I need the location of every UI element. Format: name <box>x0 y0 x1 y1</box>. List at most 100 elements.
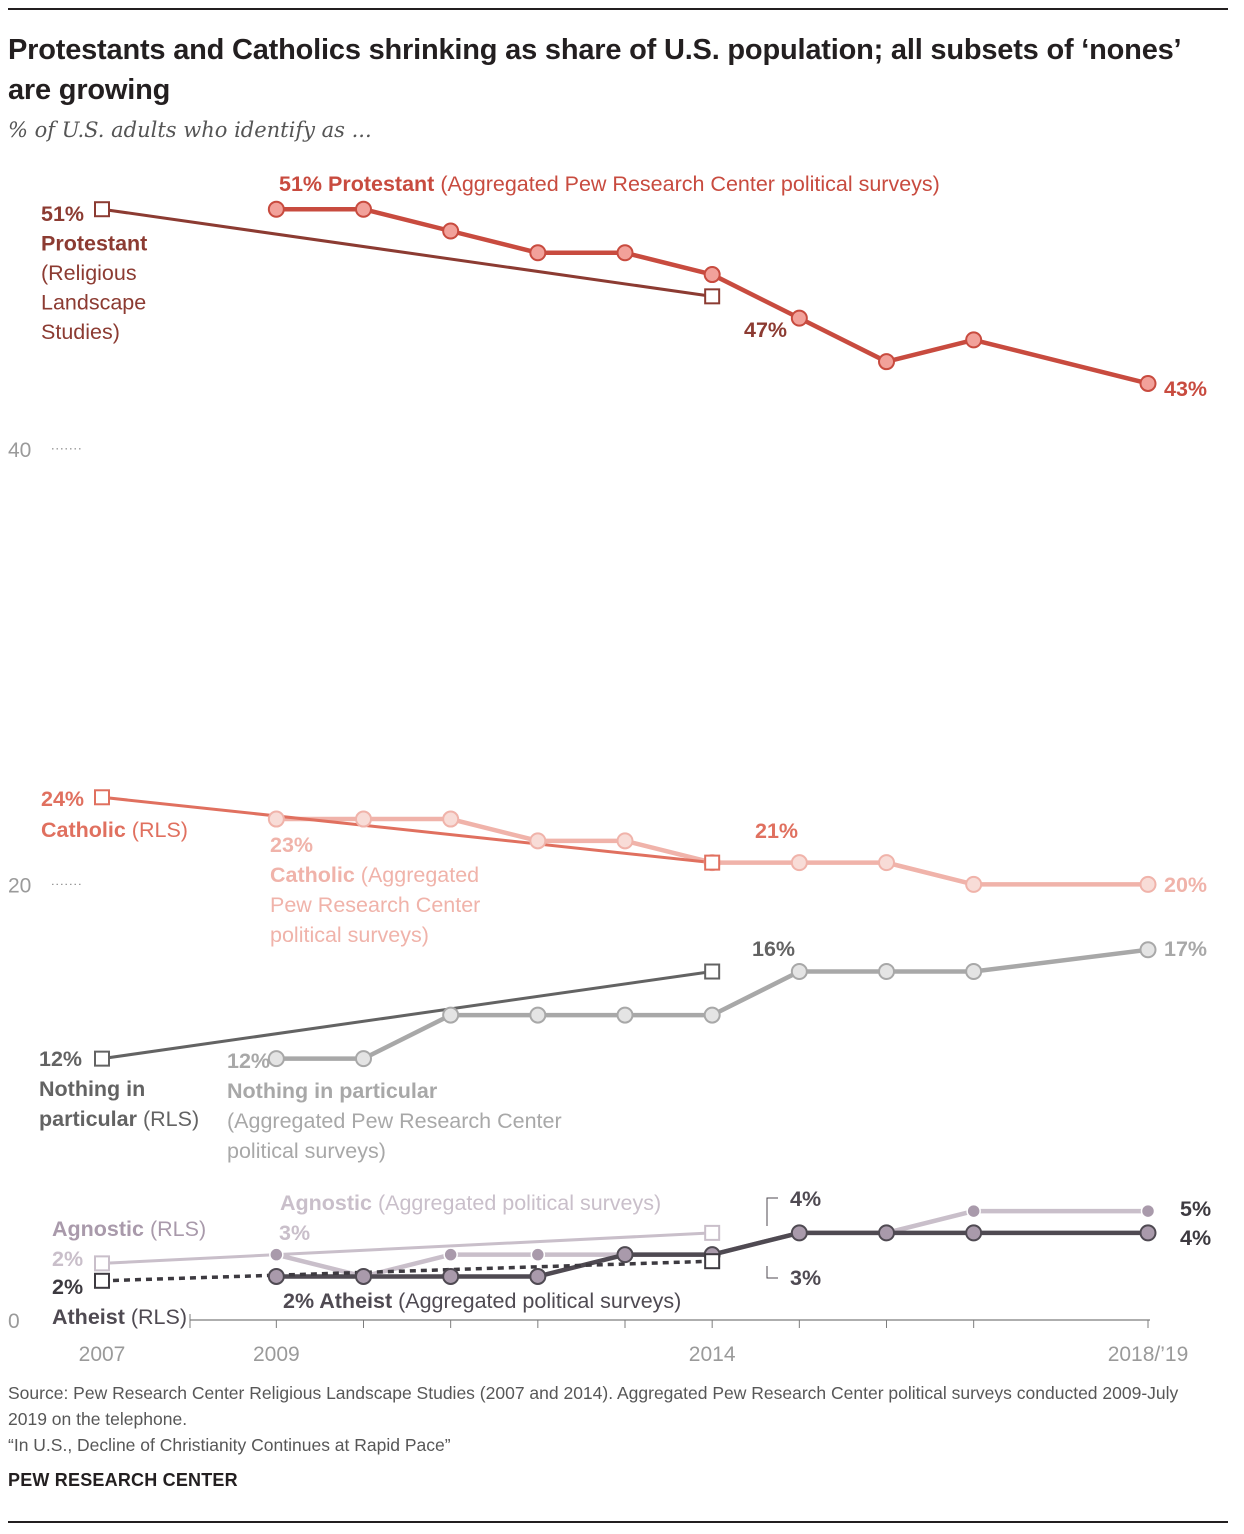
annotation-segment: political surveys) <box>270 923 429 947</box>
annotation-segment: Atheist <box>52 1305 125 1329</box>
x-tick-label: 2014 <box>689 1343 736 1366</box>
data-point-protestant_agg <box>616 244 634 262</box>
chart-footer: Source: Pew Research Center Religious La… <box>8 1380 1208 1458</box>
data-point-protestant_agg <box>703 266 721 284</box>
data-point-nothing_agg <box>703 1006 721 1024</box>
data-point-nothing_rls <box>704 963 721 980</box>
data-point-protestant_agg <box>790 309 808 327</box>
annotation-segment: 2% Atheist <box>283 1289 392 1313</box>
annotation-segment: 4% <box>790 1187 821 1211</box>
annotation-agn-agg-label: Agnostic (Aggregated political surveys) <box>280 1191 661 1215</box>
data-point-nothing_agg <box>616 1006 634 1024</box>
annotation-segment: Catholic <box>270 863 355 887</box>
annotation-segment: 3% <box>790 1266 821 1290</box>
annotation-prot-rls-label: Studies) <box>41 320 120 344</box>
annotation-noth-rls-label: particular (RLS) <box>39 1107 199 1131</box>
annotation-segment: 3% <box>279 1221 310 1245</box>
annotation-prot-rls-label: (Religious <box>41 261 137 285</box>
chart-subtitle: % of U.S. adults who identify as ... <box>8 118 372 142</box>
annotation-segment: 20% <box>1164 873 1207 897</box>
data-point-catholic_rls <box>94 789 110 806</box>
series-line-atheist_agg <box>276 1230 1148 1279</box>
annotation-noth-rls-label: 12% <box>39 1047 82 1071</box>
data-point-nothing_agg <box>790 963 808 981</box>
annotation-segment: (RLS) <box>144 1217 206 1241</box>
annotation-agn-rls-label: Agnostic (RLS) <box>52 1217 206 1241</box>
annotation-segment: 5% <box>1180 1197 1211 1221</box>
y-tick-label: 0 <box>8 1310 20 1333</box>
data-point-atheist_agg <box>267 1267 285 1285</box>
data-point-agnostic_rls <box>94 1255 110 1272</box>
data-point-nothing_agg <box>965 963 983 981</box>
annotation-cath-agg-label: Pew Research Center <box>270 893 480 917</box>
data-point-atheist_agg <box>790 1224 808 1242</box>
annotation-segment: (Aggregated political surveys) <box>372 1191 661 1215</box>
brand-label: PEW RESEARCH CENTER <box>8 1470 238 1490</box>
annotation-segment: (Aggregated <box>355 863 479 887</box>
data-point-atheist_agg <box>529 1267 547 1285</box>
annotation-ath-rls-end: 3% <box>790 1266 821 1290</box>
annotation-segment: 51% Protestant <box>279 172 434 196</box>
annotation-segment: 17% <box>1164 937 1207 961</box>
x-tick-label: 2018/’19 <box>1108 1343 1189 1366</box>
data-point-protestant_agg <box>878 353 895 371</box>
annotation-segment: (Religious <box>41 261 137 285</box>
series-line-agnostic_rls <box>101 1231 713 1265</box>
annotation-cath-agg-label: political surveys) <box>270 923 429 947</box>
data-point-nothing_agg <box>878 963 895 981</box>
annotation-agn-agg-start: 3% <box>279 1221 310 1245</box>
data-point-catholic_agg <box>878 854 895 872</box>
data-point-nothing_agg <box>355 1050 372 1068</box>
data-point-nothing_agg <box>442 1006 460 1024</box>
annotation-segment: 12% <box>227 1049 270 1073</box>
annotation-noth-agg-label: (Aggregated Pew Research Center <box>227 1109 562 1133</box>
annotation-cath-agg-end: 20% <box>1164 873 1207 897</box>
annotation-segment: Landscape <box>41 291 146 315</box>
annotation-cath-rls-label: Catholic (RLS) <box>41 818 188 842</box>
data-point-nothing_agg <box>529 1006 547 1024</box>
data-point-atheist_agg <box>965 1224 983 1242</box>
series-line-atheist_rls <box>101 1259 713 1283</box>
source-note: Source: Pew Research Center Religious La… <box>8 1383 1179 1429</box>
annotation-segment: Protestant <box>41 232 147 256</box>
annotation-segment: 24% <box>41 787 84 811</box>
annotation-cath-agg-label: 23% <box>270 833 313 857</box>
bottom-rule <box>8 1521 1228 1523</box>
data-point-catholic_agg <box>442 810 460 828</box>
annotation-segment: 43% <box>1164 377 1207 401</box>
annotation-ath-rls-label: Atheist (RLS) <box>52 1305 187 1329</box>
annotation-segment: (RLS) <box>126 818 188 842</box>
annotation-cath-agg-label: Catholic (Aggregated <box>270 863 479 887</box>
data-point-catholic_agg <box>1139 875 1157 893</box>
annotation-segment: (Aggregated political surveys) <box>392 1289 681 1313</box>
data-point-catholic_agg <box>355 810 372 828</box>
y-tick-label: 40 <box>8 439 31 462</box>
annotation-segment: 12% <box>39 1047 82 1071</box>
data-point-agnostic_agg <box>966 1203 981 1219</box>
top-rule <box>8 8 1228 10</box>
annotation-cath-rls-label: 24% <box>41 787 84 811</box>
x-tick-label: 2007 <box>79 1343 126 1366</box>
annotation-segment: Agnostic <box>52 1217 144 1241</box>
annotation-prot-rls-label: Landscape <box>41 291 146 315</box>
leader-line <box>766 1197 778 1226</box>
annotation-prot-rls-end: 47% <box>744 318 787 342</box>
annotation-prot-rls-label: Protestant <box>41 232 147 256</box>
annotation-segment: (Aggregated Pew Research Center politica… <box>434 172 939 196</box>
annotation-segment: (Aggregated Pew Research Center <box>227 1109 562 1133</box>
leader-line <box>766 1266 778 1279</box>
annotation-segment: (RLS) <box>137 1107 199 1131</box>
series-line-nothing_agg <box>276 947 1149 1061</box>
data-point-catholic_agg <box>616 832 634 850</box>
y-tick-label: 20 <box>8 874 31 897</box>
data-point-atheist_agg <box>1139 1224 1157 1242</box>
x-tick-label: 2009 <box>253 1343 300 1366</box>
annotation-segment: 47% <box>744 318 787 342</box>
annotation-segment: Catholic <box>41 818 126 842</box>
report-title: “In U.S., Decline of Christianity Contin… <box>8 1435 451 1455</box>
annotation-segment: Nothing in <box>39 1077 145 1101</box>
data-point-atheist_agg <box>878 1224 895 1242</box>
data-point-catholic_agg <box>790 854 808 872</box>
series-line-protestant_rls <box>101 207 713 298</box>
annotation-segment: (RLS) <box>125 1305 187 1329</box>
